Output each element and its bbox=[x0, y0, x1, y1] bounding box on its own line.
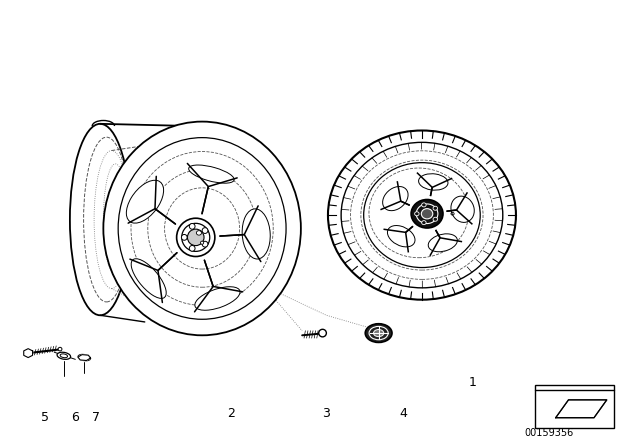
Text: 1: 1 bbox=[469, 375, 477, 388]
Text: 2: 2 bbox=[227, 407, 235, 420]
Ellipse shape bbox=[415, 212, 419, 216]
Ellipse shape bbox=[419, 174, 448, 190]
Text: 00159356: 00159356 bbox=[525, 428, 574, 438]
Text: 5: 5 bbox=[41, 411, 49, 424]
Text: 6: 6 bbox=[71, 411, 79, 424]
Ellipse shape bbox=[319, 329, 326, 337]
Ellipse shape bbox=[126, 180, 164, 223]
Ellipse shape bbox=[428, 234, 458, 252]
Polygon shape bbox=[24, 349, 33, 358]
Ellipse shape bbox=[374, 330, 384, 336]
Ellipse shape bbox=[451, 196, 474, 222]
Ellipse shape bbox=[202, 228, 208, 233]
Ellipse shape bbox=[195, 287, 240, 310]
Ellipse shape bbox=[433, 206, 438, 210]
Ellipse shape bbox=[78, 354, 90, 361]
Ellipse shape bbox=[411, 199, 443, 228]
Polygon shape bbox=[556, 400, 607, 418]
Polygon shape bbox=[78, 355, 90, 361]
Ellipse shape bbox=[189, 224, 195, 229]
Ellipse shape bbox=[70, 124, 131, 315]
Text: 3: 3 bbox=[323, 407, 330, 420]
Ellipse shape bbox=[383, 186, 408, 211]
Ellipse shape bbox=[200, 241, 204, 244]
Ellipse shape bbox=[365, 324, 392, 342]
Ellipse shape bbox=[182, 224, 210, 251]
Ellipse shape bbox=[416, 204, 438, 224]
Ellipse shape bbox=[57, 352, 70, 359]
Ellipse shape bbox=[328, 130, 516, 300]
Ellipse shape bbox=[181, 234, 187, 240]
Ellipse shape bbox=[188, 229, 204, 246]
Ellipse shape bbox=[387, 225, 415, 247]
Ellipse shape bbox=[189, 246, 195, 251]
Text: 7: 7 bbox=[92, 411, 100, 424]
Ellipse shape bbox=[421, 209, 433, 219]
Ellipse shape bbox=[422, 203, 426, 207]
Ellipse shape bbox=[196, 231, 202, 235]
Text: 4: 4 bbox=[399, 407, 407, 420]
Ellipse shape bbox=[103, 121, 301, 335]
Ellipse shape bbox=[189, 165, 234, 183]
Ellipse shape bbox=[242, 209, 270, 259]
Ellipse shape bbox=[177, 218, 215, 257]
Ellipse shape bbox=[422, 221, 426, 224]
FancyBboxPatch shape bbox=[536, 385, 614, 428]
Ellipse shape bbox=[433, 217, 438, 221]
Polygon shape bbox=[556, 400, 607, 418]
Ellipse shape bbox=[60, 354, 68, 358]
Ellipse shape bbox=[202, 241, 208, 247]
Ellipse shape bbox=[369, 327, 388, 340]
Ellipse shape bbox=[131, 259, 166, 298]
Ellipse shape bbox=[58, 347, 62, 351]
